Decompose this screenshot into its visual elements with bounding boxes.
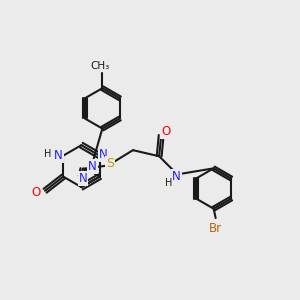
Text: O: O xyxy=(32,186,41,199)
Text: H: H xyxy=(44,148,52,159)
Text: H: H xyxy=(165,178,172,188)
Text: N: N xyxy=(99,148,108,161)
Text: CH₃: CH₃ xyxy=(91,61,110,70)
Text: Br: Br xyxy=(209,222,222,236)
Text: O: O xyxy=(161,125,171,138)
Text: S: S xyxy=(106,157,114,170)
Text: N: N xyxy=(79,172,88,185)
Text: N: N xyxy=(54,149,63,162)
Text: N: N xyxy=(88,160,97,172)
Text: N: N xyxy=(172,170,181,183)
